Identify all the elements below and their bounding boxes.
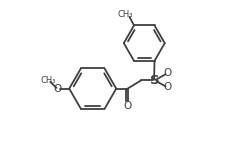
Text: O: O [164,82,172,92]
Text: O: O [54,84,62,94]
Text: O: O [123,101,132,111]
Text: O: O [164,68,172,78]
Text: CH₃: CH₃ [118,10,133,19]
Text: CH₃: CH₃ [40,76,56,85]
Text: S: S [150,74,160,87]
